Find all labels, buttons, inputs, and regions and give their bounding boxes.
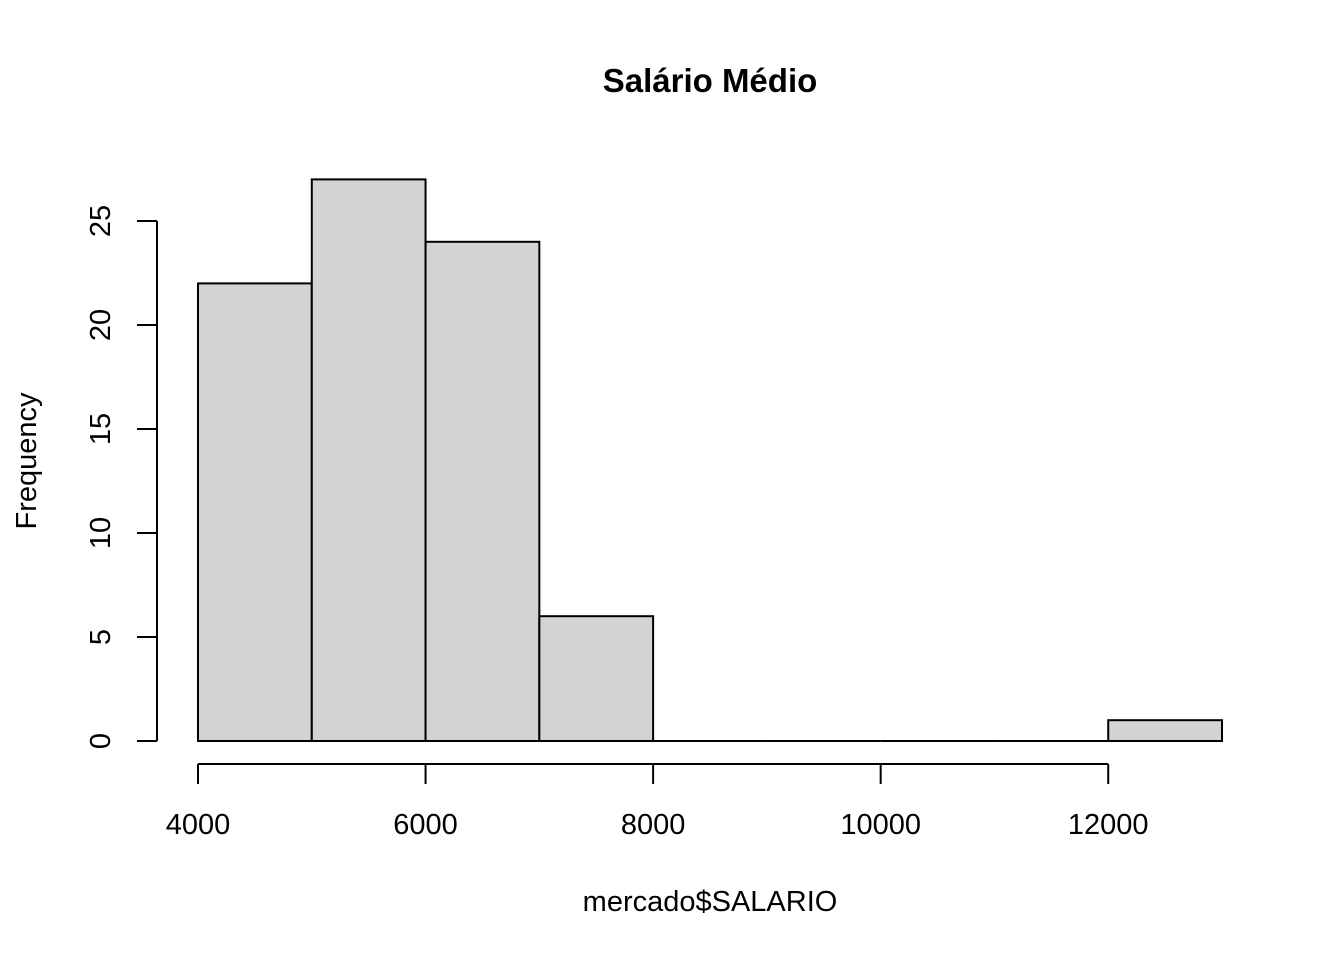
histogram-bar-2 xyxy=(424,240,541,743)
x-tick-label-1: 6000 xyxy=(393,809,458,841)
histogram-bar-3 xyxy=(538,615,655,743)
histogram-bar-1 xyxy=(310,178,427,742)
y-axis-label: Frequency xyxy=(11,392,43,530)
chart-title: Salário Médio xyxy=(603,62,818,99)
bars-group xyxy=(197,178,1223,743)
y-tick-label-4: 20 xyxy=(85,309,117,341)
histogram-bar-8 xyxy=(1107,719,1223,743)
histogram-bar-0 xyxy=(197,282,313,742)
x-tick-label-3: 10000 xyxy=(840,809,921,841)
x-axis: 4000 6000 8000 10000 12000 xyxy=(166,763,1149,841)
y-tick-label-1: 5 xyxy=(85,629,117,645)
x-axis-label: mercado$SALARIO xyxy=(583,886,838,918)
y-tick-label-3: 15 xyxy=(85,413,117,445)
x-tick-label-0: 4000 xyxy=(166,809,231,841)
y-axis: 0 5 10 15 20 25 xyxy=(85,205,158,749)
x-tick-label-2: 8000 xyxy=(621,809,686,841)
x-tick-label-4: 12000 xyxy=(1068,809,1149,841)
y-tick-label-2: 10 xyxy=(85,517,117,549)
y-tick-label-0: 0 xyxy=(85,733,117,749)
y-tick-label-5: 25 xyxy=(85,205,117,237)
